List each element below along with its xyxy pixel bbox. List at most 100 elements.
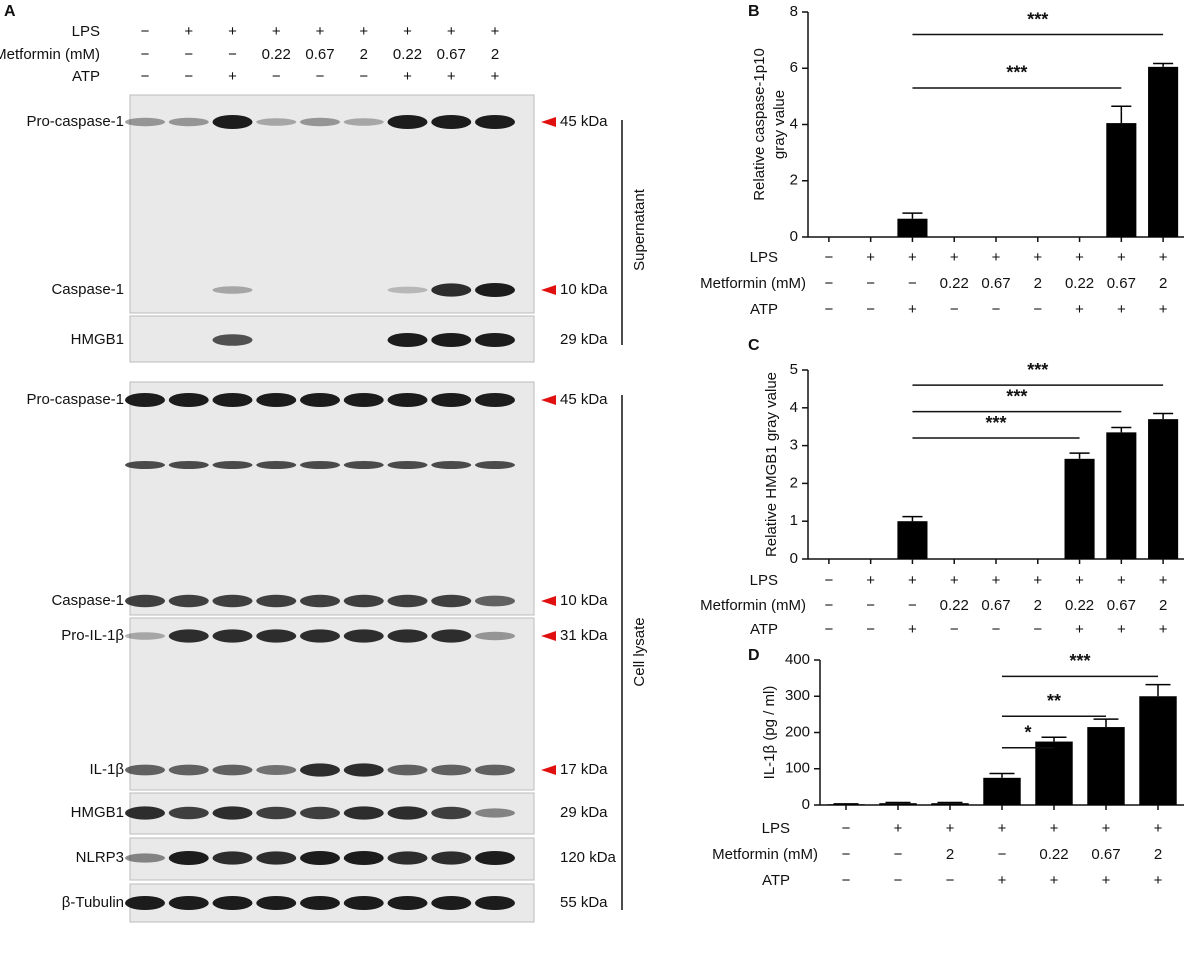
condition-value: −	[825, 621, 834, 638]
significance-label: *	[1024, 722, 1031, 742]
condition-value: +	[894, 820, 903, 837]
blot-band	[475, 283, 515, 297]
condition-value: +	[1050, 820, 1059, 837]
blot-band	[387, 629, 428, 643]
condition-value: +	[1159, 301, 1168, 318]
blot-label: Pro-caspase-1	[26, 113, 124, 130]
blot-band	[212, 115, 253, 129]
condition-value: +	[272, 23, 281, 40]
condition-value: 0.67	[1107, 597, 1136, 614]
blot-band	[256, 461, 297, 469]
condition-value: −	[894, 872, 903, 889]
blot-label: Pro-caspase-1	[26, 391, 124, 408]
blot-band	[125, 764, 165, 776]
condition-value: +	[1159, 249, 1168, 266]
blot-band	[431, 283, 472, 297]
condition-value: 0.67	[1091, 846, 1120, 863]
condition-value: −	[842, 846, 851, 863]
condition-value: +	[1050, 872, 1059, 889]
blot-band	[256, 594, 297, 608]
kda-label: 10 kDa	[560, 281, 608, 298]
bar	[1106, 432, 1137, 559]
blot	[129, 315, 535, 363]
condition-value: 2	[1034, 275, 1042, 292]
condition-value: +	[998, 820, 1007, 837]
blot-band	[212, 286, 253, 294]
condition-value: +	[950, 572, 959, 589]
blot-band	[300, 461, 340, 469]
significance-label: ***	[1027, 9, 1048, 29]
condition-label: LPS	[750, 572, 778, 589]
condition-value: −	[825, 301, 834, 318]
y-tick-label: 400	[785, 651, 810, 668]
blot-band	[387, 851, 428, 865]
blot-band	[125, 896, 165, 910]
blot-band	[431, 896, 472, 910]
condition-value: +	[1033, 249, 1042, 266]
condition-value: −	[866, 621, 875, 638]
condition-label: ATP	[762, 872, 790, 889]
blot-band	[475, 595, 515, 607]
condition-value: +	[1159, 572, 1168, 589]
condition-value: −	[866, 301, 875, 318]
blot-band	[300, 763, 340, 777]
kda-label: 45 kDa	[560, 391, 608, 408]
blot-label: IL-1β	[90, 761, 125, 778]
y-tick-label: 300	[785, 687, 810, 704]
blot-label: HMGB1	[71, 804, 124, 821]
condition-value: 0.22	[1065, 275, 1094, 292]
blot-band	[125, 594, 165, 608]
blot-band	[212, 594, 253, 608]
condition-value: +	[359, 23, 368, 40]
condition-value: −	[992, 301, 1001, 318]
blot-band	[256, 765, 297, 775]
group-label: Cell lysate	[631, 617, 648, 686]
panel-label: D	[748, 647, 760, 664]
blot	[129, 381, 535, 616]
blot-band	[212, 896, 253, 910]
blot-band	[168, 461, 209, 469]
condition-value: +	[1075, 572, 1084, 589]
blot-band	[343, 393, 384, 407]
condition-label: LPS	[750, 249, 778, 266]
condition-value: +	[998, 872, 1007, 889]
condition-value: −	[825, 249, 834, 266]
condition-value: +	[1033, 572, 1042, 589]
blot-band	[212, 851, 253, 865]
bar	[897, 521, 928, 559]
bar	[1148, 419, 1179, 559]
y-tick-label: 8	[790, 3, 798, 20]
blot-band	[431, 764, 472, 776]
blot-band	[431, 594, 472, 608]
condition-value: −	[946, 872, 955, 889]
y-axis-label: Relative HMGB1 gray value	[763, 372, 780, 557]
significance-label: ***	[1006, 63, 1027, 83]
y-tick-label: 3	[790, 437, 798, 454]
blot-band	[475, 851, 515, 865]
blot-band	[168, 764, 209, 776]
condition-value: 0.22	[940, 275, 969, 292]
condition-value: −	[998, 846, 1007, 863]
condition-value: +	[1102, 872, 1111, 889]
condition-label: LPS	[72, 23, 100, 40]
band-arrow	[541, 395, 556, 405]
blot-band	[256, 393, 297, 407]
bar	[879, 803, 917, 805]
condition-value: −	[908, 275, 917, 292]
condition-value: −	[842, 820, 851, 837]
bar	[1139, 696, 1177, 805]
blot-band	[256, 851, 297, 865]
condition-value: −	[825, 275, 834, 292]
blot-band	[387, 461, 428, 469]
blot-band	[212, 806, 253, 820]
blot-band	[168, 117, 209, 127]
band-arrow	[541, 596, 556, 606]
condition-label: Metformin (mM)	[0, 46, 100, 63]
bar	[931, 803, 969, 805]
bar	[983, 777, 1021, 805]
y-tick-label: 4	[790, 399, 798, 416]
condition-value: +	[1075, 301, 1084, 318]
blot-band	[343, 594, 384, 608]
blot	[129, 94, 535, 314]
